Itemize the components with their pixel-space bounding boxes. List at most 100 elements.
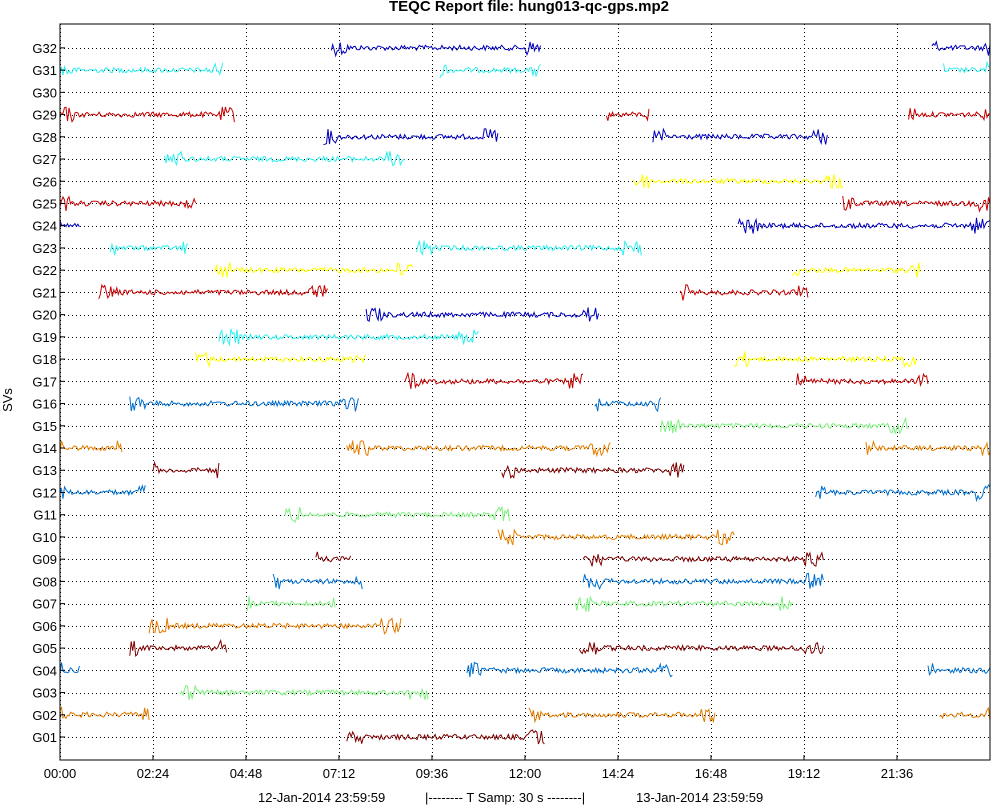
x-tick-label: 19:12: [788, 766, 821, 781]
trace-g19: [218, 328, 479, 347]
trace-g10: [497, 528, 735, 546]
trace-g06: [148, 617, 402, 635]
y-tick-label-g19: G19: [32, 330, 57, 345]
trace-g17: [795, 372, 929, 388]
trace-g25: [842, 195, 991, 213]
trace-g04: [466, 661, 673, 678]
trace-g26: [633, 174, 844, 189]
trace-g29: [605, 108, 650, 122]
sv-traces: [59, 40, 991, 745]
trace-g18: [733, 351, 917, 368]
trace-g16: [594, 397, 662, 413]
trace-g05: [578, 641, 824, 655]
y-tick-label-g13: G13: [32, 463, 57, 478]
y-tick-label-g02: G02: [32, 708, 57, 723]
trace-g04: [927, 663, 991, 677]
x-tick-label: 04:48: [230, 766, 263, 781]
trace-g20: [365, 307, 600, 323]
y-tick-label-g28: G28: [32, 130, 57, 145]
trace-g02: [59, 705, 150, 721]
y-tick-label-g01: G01: [32, 730, 57, 745]
y-tick-label-g11: G11: [33, 508, 57, 523]
y-tick-label-g27: G27: [32, 152, 57, 167]
trace-g14: [346, 440, 611, 458]
y-tick-label-g17: G17: [32, 374, 57, 389]
x-tick-label: 21:36: [881, 766, 914, 781]
x-tick-label: 07:12: [323, 766, 356, 781]
trace-g23: [109, 241, 189, 256]
trace-g07: [574, 596, 793, 612]
trace-g25: [59, 195, 197, 211]
trace-g21: [98, 283, 328, 300]
y-tick-label-g18: G18: [32, 352, 57, 367]
x-tick-label: 12:00: [509, 766, 542, 781]
footer-sampling: |-------- T Samp: 30 s --------|: [425, 790, 585, 805]
y-tick-label-g05: G05: [32, 641, 57, 656]
trace-g12: [815, 484, 991, 503]
y-tick-label-g03: G03: [32, 686, 57, 701]
y-axis-label: SVs: [0, 388, 15, 412]
y-tick-label-g23: G23: [32, 241, 57, 256]
footer-start-date: 12-Jan-2014 23:59:59: [258, 790, 385, 805]
trace-g12: [59, 483, 146, 499]
trace-g32: [330, 41, 541, 58]
trace-g15: [660, 417, 909, 435]
x-tick-label: 14:24: [602, 766, 635, 781]
trace-g31: [439, 64, 541, 79]
trace-g18: [195, 350, 367, 369]
trace-g13: [501, 462, 685, 480]
trace-g11: [284, 505, 510, 523]
grid-lines: [60, 24, 990, 760]
x-tick-label: 09:36: [416, 766, 449, 781]
trace-g04: [59, 662, 80, 674]
y-tick-label-g20: G20: [32, 308, 57, 323]
x-tick-label: 02:24: [137, 766, 170, 781]
x-tick-label: 00:00: [44, 766, 77, 781]
trace-g29: [59, 106, 235, 123]
trace-g28: [652, 127, 828, 146]
trace-g02: [528, 707, 716, 724]
trace-g28: [323, 128, 499, 146]
y-tick-label-g31: G31: [32, 63, 57, 78]
trace-g05: [129, 638, 228, 657]
y-tick-label-g07: G07: [32, 597, 57, 612]
trace-g14: [865, 439, 991, 456]
y-tick-label-g24: G24: [32, 219, 57, 234]
trace-g31: [59, 62, 224, 77]
y-tick-label-g14: G14: [32, 441, 57, 456]
trace-g08: [272, 573, 363, 590]
y-tick-label-g08: G08: [32, 574, 57, 589]
trace-g07: [245, 596, 336, 612]
trace-g09: [582, 551, 824, 568]
trace-g22: [791, 262, 921, 278]
trace-g14: [59, 440, 123, 454]
trace-g21: [679, 283, 809, 301]
trace-g24: [737, 217, 991, 234]
trace-g08: [582, 572, 824, 591]
trace-g03: [179, 684, 429, 701]
trace-g22: [214, 262, 414, 278]
y-tick-label-g32: G32: [32, 41, 57, 56]
y-tick-label-g16: G16: [32, 397, 57, 412]
trace-g17: [404, 371, 584, 389]
y-tick-label-g10: G10: [32, 530, 57, 545]
chart-title: TEQC Report file: hung013-qc-gps.mp2: [389, 0, 669, 15]
y-tick-label-g29: G29: [32, 108, 57, 123]
trace-g23: [416, 239, 642, 256]
trace-g09: [315, 551, 352, 563]
trace-g27: [164, 150, 405, 167]
y-tick-label-g30: G30: [32, 85, 57, 100]
x-tick-label: 16:48: [695, 766, 728, 781]
trace-g16: [129, 396, 359, 412]
x-tick-labels: 00:00 02:24 04:48 07:12 09:36 12:00 14:24 16:48…: [44, 755, 914, 781]
y-tick-label-g21: G21: [32, 285, 57, 300]
trace-g32: [931, 40, 991, 56]
trace-g29: [908, 108, 991, 122]
y-tick-label-g22: G22: [32, 263, 57, 278]
y-tick-label-g06: G06: [32, 619, 57, 634]
trace-g02: [939, 706, 991, 722]
footer-end-date: 13-Jan-2014 23:59:59: [636, 790, 763, 805]
y-tick-label-g15: G15: [32, 419, 57, 434]
y-tick-label-g04: G04: [32, 663, 57, 678]
